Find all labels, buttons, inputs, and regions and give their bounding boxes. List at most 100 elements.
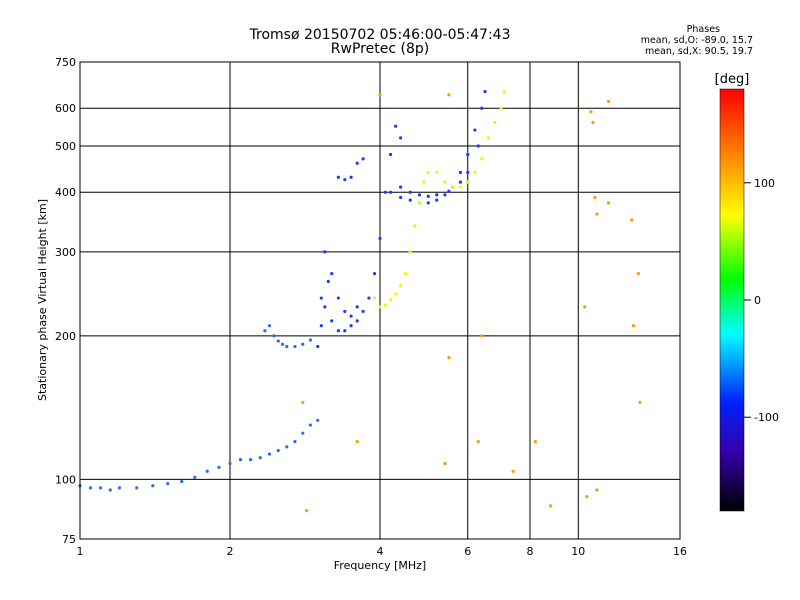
data-point (435, 170, 439, 175)
data-point (293, 440, 297, 444)
data-point (308, 338, 313, 342)
data-point (473, 170, 477, 175)
data-point (293, 344, 297, 349)
data-point (422, 180, 426, 184)
data-point (355, 440, 359, 444)
data-point (458, 185, 463, 189)
data-point (476, 144, 480, 148)
data-point (343, 329, 347, 333)
data-point (276, 339, 280, 343)
data-point (383, 303, 387, 307)
data-point (549, 504, 553, 508)
data-point (595, 212, 599, 216)
data-point (263, 329, 267, 333)
data-point (343, 178, 347, 182)
data-point (151, 484, 155, 488)
data-point (480, 106, 484, 110)
stats-o-mode: mean, sd,O: -89.0, 15.7 (640, 35, 753, 46)
data-point (343, 309, 347, 314)
x-tick-label: 10 (571, 545, 585, 558)
series-scattered-echoes (301, 93, 642, 513)
data-point (394, 124, 398, 128)
data-point (301, 400, 305, 405)
data-point (413, 224, 417, 228)
stats-heading: Phases (686, 24, 720, 35)
series-f1-o-mode-inner (319, 272, 359, 328)
y-tick-label: 400 (55, 186, 76, 199)
series-e-region-trace (78, 418, 320, 492)
data-point (336, 296, 340, 300)
data-point (330, 319, 334, 323)
data-point (355, 305, 359, 309)
y-axis-label: Stationary phase Virtual Height [km] (36, 199, 49, 401)
data-point (305, 509, 309, 513)
data-point (285, 445, 289, 449)
y-tick-label: 75 (62, 533, 76, 546)
data-point (388, 190, 393, 194)
data-point (276, 448, 280, 453)
data-point (480, 334, 484, 338)
data-point (267, 452, 272, 456)
x-tick-label: 4 (377, 545, 384, 558)
data-point (308, 423, 313, 427)
data-point (378, 305, 382, 309)
data-point (319, 324, 323, 328)
data-point (267, 324, 272, 328)
data-point (473, 128, 477, 132)
colorbar-tick-label: -100 (754, 411, 779, 424)
data-point (499, 106, 503, 110)
data-point (394, 292, 398, 296)
data-point (193, 475, 197, 479)
data-point (630, 218, 634, 222)
data-point (166, 481, 170, 486)
data-point (408, 250, 412, 254)
colorbar-tick-label: 0 (754, 294, 761, 307)
y-tick-label: 200 (55, 330, 76, 343)
data-point (466, 180, 470, 184)
colorbar-tick-label: 100 (754, 177, 775, 190)
y-tick-label: 600 (55, 102, 76, 115)
data-point (367, 296, 371, 300)
data-point (583, 305, 587, 309)
data-point (99, 486, 103, 490)
series-f1-low-trace (263, 324, 313, 349)
data-point (361, 309, 365, 314)
series-x-mode (372, 90, 506, 309)
colorbar (719, 88, 745, 512)
data-point (355, 319, 359, 323)
data-point (443, 193, 447, 197)
data-point (426, 194, 430, 199)
data-point (319, 296, 323, 300)
series-f2-o-mode (388, 90, 487, 205)
data-point (480, 157, 484, 161)
data-point (361, 157, 365, 161)
data-point (403, 272, 408, 276)
data-point (117, 486, 122, 490)
data-point (585, 495, 589, 499)
data-point (272, 334, 276, 338)
data-point (349, 314, 353, 318)
series-f1-o-mode (316, 124, 403, 349)
data-point (502, 90, 506, 94)
data-point (417, 193, 422, 197)
data-point (383, 190, 387, 194)
y-tick-label: 300 (55, 246, 76, 259)
data-point (135, 486, 139, 490)
data-point (301, 342, 305, 346)
x-tick-label: 6 (464, 545, 471, 558)
data-point (378, 93, 382, 97)
data-point (399, 136, 403, 140)
data-point (316, 418, 320, 422)
data-point (238, 458, 243, 462)
data-point (336, 329, 340, 333)
data-point (372, 296, 377, 300)
data-point (443, 180, 447, 184)
data-point (301, 431, 305, 435)
data-point (595, 488, 599, 492)
stats-x-mode: mean, sd,X: 90.5, 19.7 (644, 46, 753, 57)
y-tick-label: 750 (55, 56, 76, 69)
y-tick-label: 100 (55, 473, 76, 486)
data-point (589, 110, 593, 114)
x-tick-label: 8 (527, 545, 534, 558)
